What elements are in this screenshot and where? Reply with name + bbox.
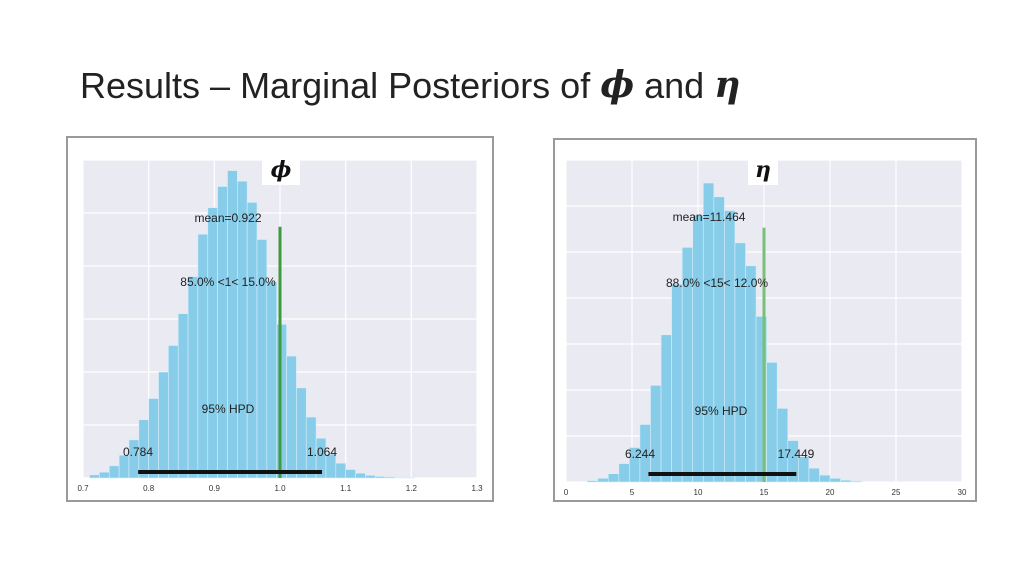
bar <box>374 476 386 479</box>
bar <box>108 465 120 479</box>
bar <box>168 345 179 479</box>
bar <box>850 480 862 483</box>
bar <box>355 472 366 479</box>
title-symbol: ϕ <box>600 64 634 106</box>
chart-title: ϕ <box>271 157 292 183</box>
bar <box>246 202 258 479</box>
bar <box>384 476 396 479</box>
x-tick-label: 0.9 <box>209 484 221 493</box>
bar <box>345 469 356 479</box>
x-tick-label: 30 <box>958 488 967 497</box>
title-box <box>748 155 778 185</box>
slide-title: Results – Marginal Posteriors of ϕ and η <box>80 64 740 106</box>
x-tick-label: 20 <box>826 488 835 497</box>
hpd-label: 0.784 <box>123 445 153 459</box>
title-text: and <box>634 65 714 106</box>
annotation: 95% HPD <box>202 402 255 416</box>
bar <box>650 385 662 483</box>
title-text: Results – Marginal Posteriors of <box>80 65 600 106</box>
chart-title: η <box>755 157 771 183</box>
bar <box>207 207 218 479</box>
bar <box>713 196 725 483</box>
bar <box>148 398 159 479</box>
bar <box>597 478 609 483</box>
annotation: mean=11.464 <box>673 210 746 224</box>
bar <box>217 186 228 479</box>
annotation: 85.0% <1< 15.0% <box>180 275 276 289</box>
x-tick-label: 15 <box>760 488 769 497</box>
annotation: mean=0.922 <box>194 211 261 225</box>
x-tick-label: 1.2 <box>406 484 418 493</box>
hpd-label: 6.244 <box>625 447 655 461</box>
bar <box>840 479 852 483</box>
title-symbol: η <box>714 64 740 106</box>
bar <box>586 480 598 483</box>
bar <box>766 362 778 483</box>
x-tick-label: 0 <box>564 488 569 497</box>
bar <box>660 334 672 483</box>
bar <box>404 477 415 479</box>
bar <box>276 323 287 479</box>
bar <box>702 182 715 483</box>
annotation: 88.0% <15< 12.0% <box>666 276 768 290</box>
x-tick-label: 1.0 <box>274 484 286 493</box>
bar <box>671 283 683 483</box>
bar <box>187 276 199 479</box>
x-tick-label: 0.7 <box>77 484 89 493</box>
x-tick-label: 5 <box>630 488 635 497</box>
bar <box>829 478 841 483</box>
x-tick-label: 0.8 <box>143 484 155 493</box>
bar <box>618 463 630 483</box>
bar <box>724 210 736 483</box>
x-tick-label: 1.3 <box>471 484 483 493</box>
bar <box>296 387 307 479</box>
bar <box>99 471 110 479</box>
hpd-label: 1.064 <box>307 445 337 459</box>
bar <box>692 214 704 483</box>
x-tick-label: 10 <box>694 488 703 497</box>
bar <box>776 408 789 483</box>
title-box <box>262 155 300 185</box>
bar <box>394 477 406 479</box>
bar <box>745 265 757 483</box>
bar <box>89 474 100 479</box>
bar <box>266 281 278 479</box>
hpd-label: 17.449 <box>778 447 815 461</box>
bar <box>237 180 248 479</box>
bar <box>335 462 346 479</box>
annotation: 95% HPD <box>695 404 748 418</box>
bar <box>197 233 209 479</box>
bar <box>819 474 831 483</box>
bar <box>365 475 376 479</box>
bar <box>607 473 620 483</box>
bar <box>808 467 820 483</box>
bar <box>286 355 297 479</box>
x-tick-label: 1.1 <box>340 484 352 493</box>
x-tick-label: 25 <box>892 488 901 497</box>
bar <box>158 371 169 479</box>
bar <box>177 313 189 479</box>
